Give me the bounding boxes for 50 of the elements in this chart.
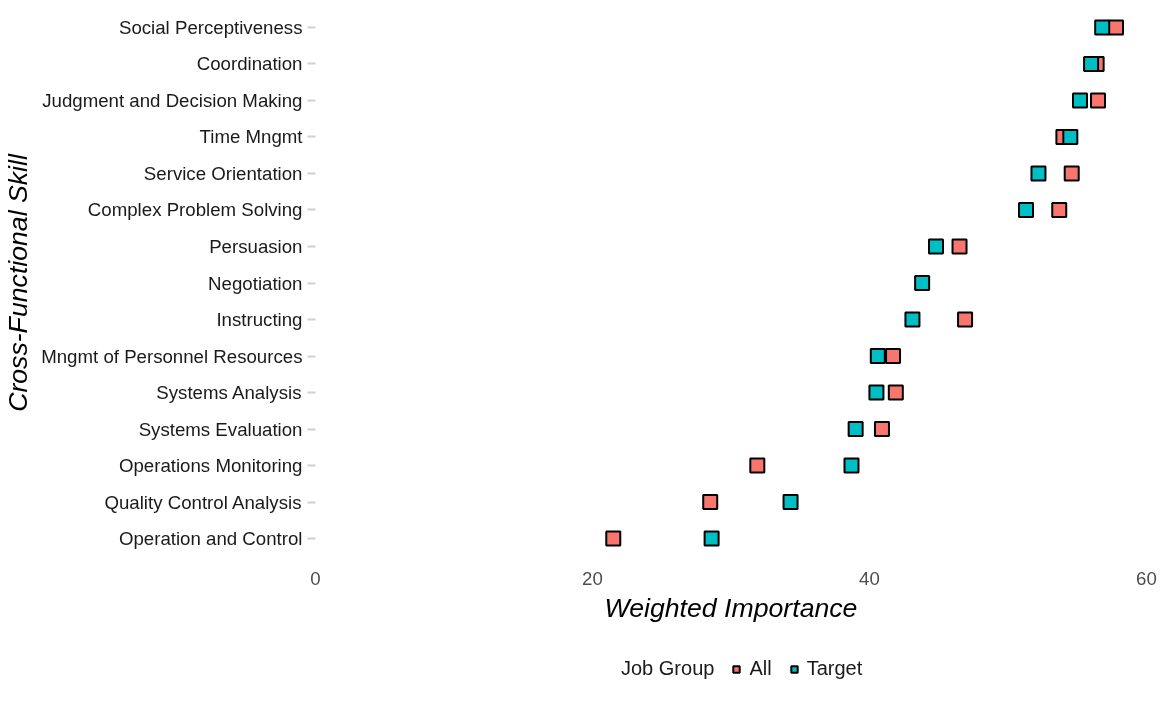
point <box>904 311 921 328</box>
y-tick-label: Quality Control Analysis <box>104 491 302 513</box>
point <box>1072 92 1089 109</box>
point <box>605 530 622 547</box>
y-tick-label: Mngmt of Personnel Resources <box>41 345 303 367</box>
point <box>1090 92 1107 109</box>
point <box>782 494 799 511</box>
point <box>1030 165 1047 182</box>
legend-label: All <box>749 657 772 680</box>
point <box>847 421 864 438</box>
y-tick-label: Operations Monitoring <box>118 455 303 477</box>
y-tick-label: Service Orientation <box>143 162 303 184</box>
point <box>703 530 720 547</box>
point <box>1094 19 1111 36</box>
x-axis-title: Weighted Importance <box>604 592 858 623</box>
point <box>927 238 944 255</box>
x-tick-label: 20 <box>582 567 603 589</box>
y-axis-title: Cross-Functional Skill <box>3 153 34 412</box>
point <box>843 457 860 474</box>
point <box>1051 201 1068 218</box>
legend-label: Target <box>806 657 863 680</box>
legend-title: Job Group <box>621 657 715 680</box>
y-tick-label: Social Perceptiveness <box>118 16 303 38</box>
point <box>702 494 719 511</box>
y-tick-label: Persuasion <box>209 235 303 257</box>
x-tick-label: 40 <box>859 567 880 589</box>
y-tick-label: Negotiation <box>208 272 303 294</box>
point <box>1062 128 1079 145</box>
y-tick-label: Coordination <box>196 53 303 75</box>
point <box>1083 55 1100 72</box>
point <box>1018 201 1035 218</box>
point <box>749 457 766 474</box>
y-tick-label: Judgment and Decision Making <box>42 89 303 111</box>
point <box>914 275 931 291</box>
y-tick-label: Systems Evaluation <box>138 418 303 440</box>
x-tick-label: 60 <box>1136 567 1157 589</box>
point <box>1063 165 1080 182</box>
y-tick-label: Instructing <box>216 309 303 331</box>
point <box>869 348 886 365</box>
y-tick-label: Systems Analysis <box>156 382 302 404</box>
y-tick-label: Operation and Control <box>118 528 303 550</box>
point <box>957 311 974 328</box>
point <box>951 238 968 255</box>
point <box>868 384 885 401</box>
y-tick-label: Time Mngmt <box>199 126 304 148</box>
point <box>887 384 904 401</box>
y-tick-label: Complex Problem Solving <box>87 199 303 221</box>
point <box>873 421 890 438</box>
point <box>885 348 902 365</box>
x-tick-label: 0 <box>310 567 321 589</box>
